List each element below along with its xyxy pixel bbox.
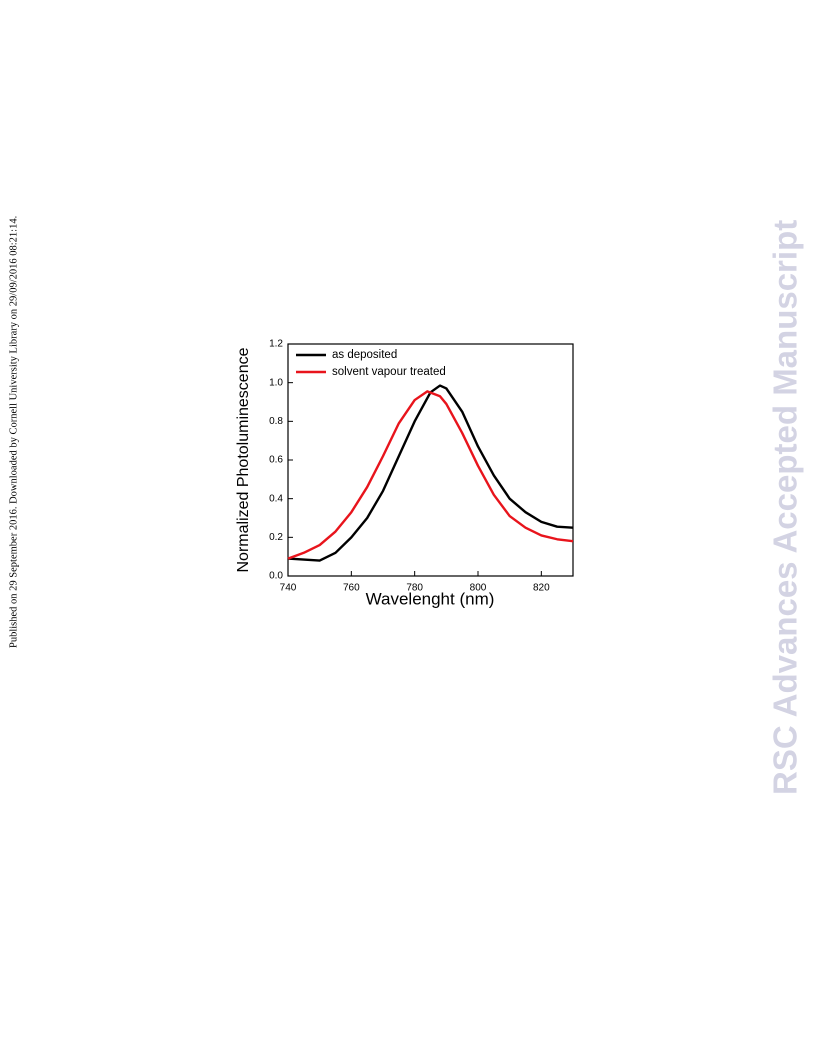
data-line	[287, 384, 574, 562]
x-axis-label: Wavelenght (nm)	[366, 589, 495, 608]
y-tick-label: 0.2	[269, 532, 283, 543]
legend-label: solvent vapour treated	[332, 366, 446, 378]
y-tick-label: 1.2	[269, 339, 283, 350]
y-tick-label: 0.4	[269, 493, 283, 504]
y-tick-label: 0.0	[269, 571, 283, 582]
x-tick-label: 780	[406, 583, 423, 594]
y-tick-label: 0.6	[269, 455, 283, 466]
x-tick-label: 820	[533, 583, 550, 594]
x-tick-label: 800	[470, 583, 487, 594]
y-axis-label: Normalized Photoluminescence	[235, 347, 252, 572]
plot-frame	[287, 343, 574, 577]
data-line	[287, 390, 574, 560]
y-tick-label: 1.0	[269, 377, 283, 388]
legend-label: as deposited	[332, 349, 397, 361]
x-tick-label: 760	[343, 583, 360, 594]
margin-note: Published on 29 September 2016. Download…	[8, 216, 19, 648]
x-tick-label: 740	[280, 583, 297, 594]
y-tick-label: 0.8	[269, 416, 283, 427]
watermark: RSC Advances Accepted Manuscript	[767, 220, 804, 795]
